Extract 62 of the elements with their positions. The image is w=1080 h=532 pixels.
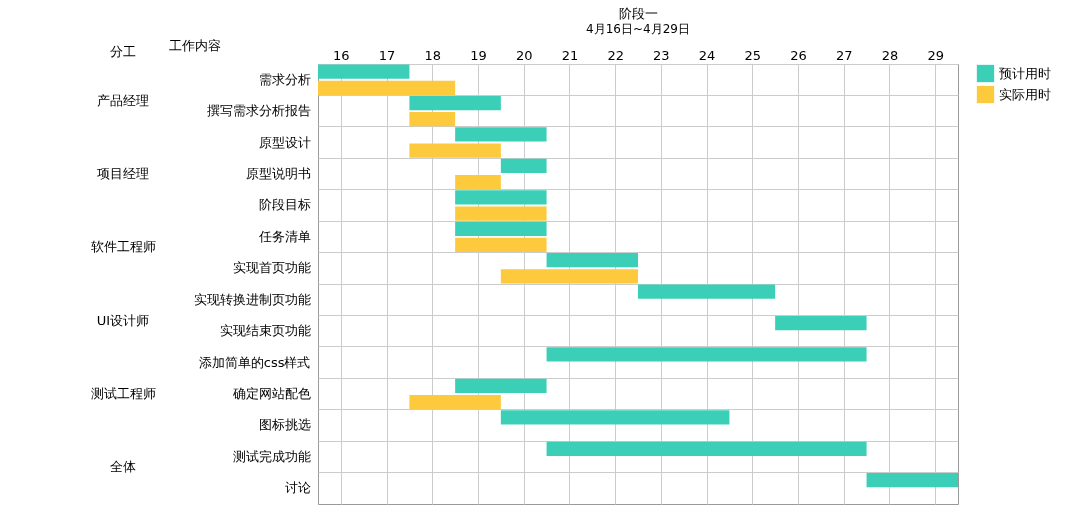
bar [409,95,501,111]
bar [409,394,501,410]
chart-subtitle: 4月16日~4月29日 [586,22,690,36]
bar [455,378,547,394]
bar [546,253,638,268]
y-tick-label: 需求分析 [258,71,311,87]
chart-title: 阶段一 [618,6,658,21]
bar [318,64,410,79]
x-tick-label: 24 [698,47,716,63]
y-tick-label: 撰写需求分析报告 [206,103,311,119]
y-tick-label: 实现转换进制页功能 [193,291,311,307]
bar [500,269,638,284]
y-tick-label: 讨论 [284,480,311,496]
legend-label: 实际用时 [999,86,1051,102]
x-tick-label: 18 [424,47,442,63]
bar [318,80,456,95]
text: 软件工程师 [90,239,156,255]
bar [455,190,547,205]
y-tick-label: 实现结束页功能 [219,323,311,339]
y-axis-title: 工作内容 [168,37,221,53]
text: 项目经理 [97,166,149,181]
bar [775,315,867,331]
bar [546,347,867,362]
legend-label: 预计用时 [999,65,1051,81]
y-tick-label: 实现首页功能 [232,260,311,276]
text: 产品经理 [97,92,149,108]
text: 分工 [110,44,136,59]
x-tick-label: 28 [881,47,899,63]
bar [409,143,501,158]
y-tick-label: 测试完成功能 [232,448,311,464]
x-tick-label: 29 [927,47,944,63]
bar [455,174,501,190]
text: 全体 [110,459,136,475]
y-tick-label: 添加简单的css样式 [198,354,311,370]
bar [500,158,547,174]
bar [409,112,456,127]
bar [546,441,867,456]
bar [500,410,730,425]
x-tick-label: 20 [515,47,533,63]
bar [455,237,547,253]
text: 测试工程师 [90,386,156,401]
y-tick-label: 图标挑选 [258,417,311,433]
x-tick-label: 17 [378,47,396,63]
x-tick-label: 16 [333,47,350,63]
bar [455,221,547,236]
y-tick-label: 确定网站配色 [231,386,311,401]
text: UI设计师 [96,312,150,328]
x-tick-label: 27 [835,47,853,63]
bar [638,284,776,299]
y-tick-label: 任务清单 [257,228,311,244]
y-tick-label: 阶段目标 [258,197,311,213]
y-tick-label: 原型设计 [258,134,311,150]
y-tick-label: 原型说明书 [245,166,311,181]
bar [455,127,547,142]
bar [866,473,958,488]
bar [455,206,547,221]
x-tick-label: 19 [470,47,487,63]
x-tick-label: 26 [790,47,807,63]
x-tick-label: 21 [561,47,579,63]
x-tick-label: 25 [744,47,762,63]
x-tick-label: 23 [653,47,670,63]
x-tick-label: 22 [607,47,624,63]
